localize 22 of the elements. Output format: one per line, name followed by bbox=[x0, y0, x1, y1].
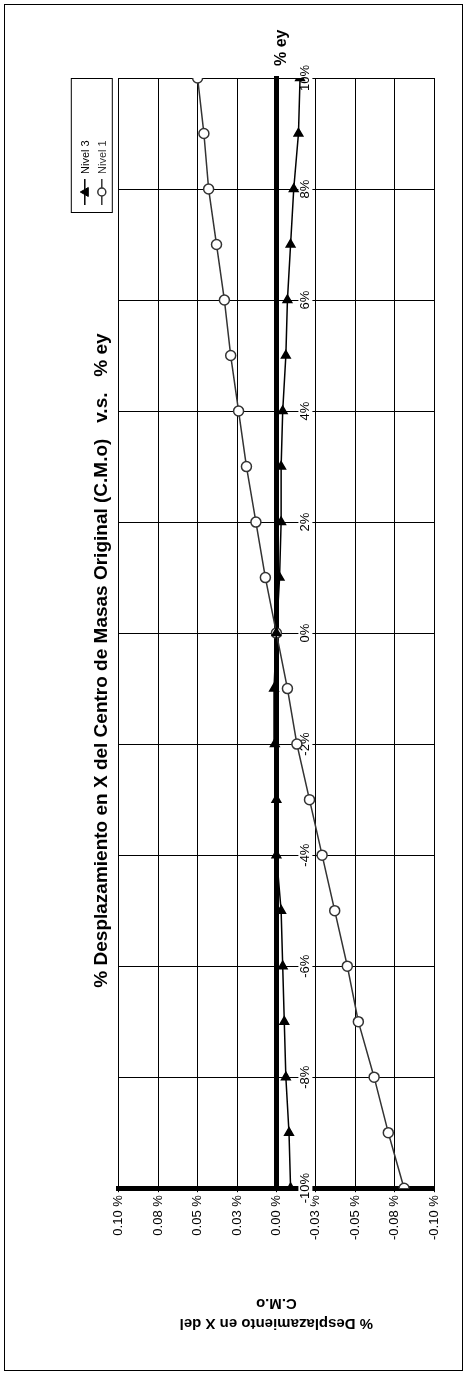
y-tick-label: 4% bbox=[296, 401, 312, 421]
x-tick-label: 0.10 % bbox=[110, 1194, 126, 1236]
x-tick-label: -0.05 % bbox=[346, 1194, 362, 1241]
y-tick-label: 8% bbox=[296, 179, 312, 199]
y-tick-label: -8% bbox=[296, 1065, 312, 1089]
y-tick-label: -10% bbox=[296, 1172, 312, 1204]
text: Nivel 1 bbox=[95, 140, 108, 174]
y-tick-label: -6% bbox=[296, 954, 312, 978]
x-tick-label: 0.00 % bbox=[267, 1194, 283, 1236]
y-tick-label: 6% bbox=[296, 290, 312, 310]
x-tick-label: 0.03 % bbox=[228, 1194, 244, 1236]
y-tick-label: -4% bbox=[296, 843, 312, 867]
x-tick-label: 0.05 % bbox=[189, 1194, 205, 1236]
y-axis-title: % ey bbox=[271, 29, 289, 66]
x-axis-title: % Desplazamiento en X del C.M.o bbox=[179, 1295, 374, 1333]
x-tick-label: 0.08 % bbox=[149, 1194, 165, 1236]
text: % Desplazamiento en X del Centro de Masas Original (C.M.o) v.s. % ey bbox=[89, 332, 111, 988]
x-tick-label: -0.10 % bbox=[425, 1194, 441, 1241]
x-tick-label: -0.08 % bbox=[386, 1194, 402, 1241]
text: Nivel 3 bbox=[78, 140, 91, 174]
y-tick-label: 0% bbox=[296, 623, 312, 643]
y-tick-label: 2% bbox=[296, 512, 312, 532]
